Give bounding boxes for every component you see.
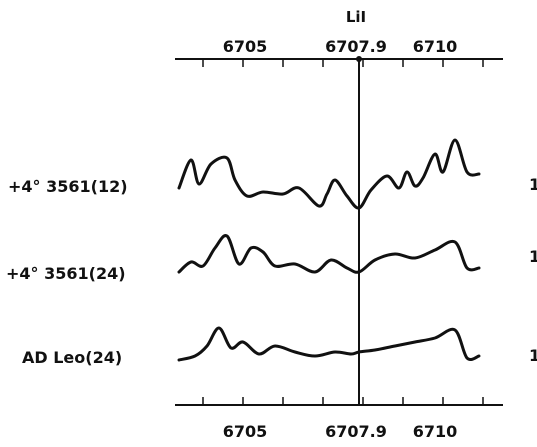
- bottom-axis: 6705 6707.9 6710: [175, 397, 503, 441]
- top-tick-label-6707.9: 6707.9: [325, 37, 387, 56]
- top-axis: 6705 6707.9 6710 LiI: [175, 8, 503, 67]
- right-mark-2: 1: [529, 247, 537, 266]
- spectra-series: [177, 138, 481, 362]
- bottom-axis-ticks: [202, 397, 484, 405]
- series-label-2: +4° 3561(24): [6, 264, 126, 283]
- right-mark-3: 1: [529, 346, 537, 365]
- bottom-tick-label-6707.9: 6707.9: [325, 422, 387, 441]
- spectrum-line-series-1: [177, 138, 481, 210]
- top-tick-label-6705: 6705: [223, 37, 268, 56]
- spectrum-line-series-2: [177, 234, 481, 274]
- series-label-1: +4° 3561(12): [8, 177, 128, 196]
- top-axis-ticks: [202, 59, 484, 67]
- lii-reference-marker: [356, 56, 362, 62]
- bottom-tick-label-6705: 6705: [223, 422, 268, 441]
- spectrum-line-series-3: [177, 326, 481, 362]
- right-mark-1: 1: [529, 175, 537, 194]
- marker-label-lii: LiI: [346, 8, 366, 26]
- top-tick-label-6710: 6710: [413, 37, 458, 56]
- bottom-tick-label-6710: 6710: [413, 422, 458, 441]
- series-label-3: AD Leo(24): [22, 348, 122, 367]
